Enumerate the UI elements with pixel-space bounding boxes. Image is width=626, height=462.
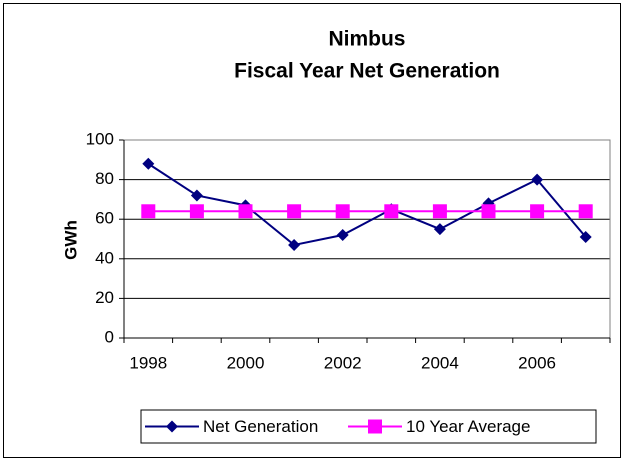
series-line — [147, 162, 587, 247]
marker — [238, 204, 253, 219]
marker — [288, 238, 301, 251]
x-tick-label: 2004 — [421, 353, 459, 372]
marker — [384, 204, 399, 219]
y-tick-label: 80 — [95, 169, 114, 188]
marker — [530, 204, 545, 219]
marker — [142, 157, 155, 170]
y-tick-label: 0 — [105, 327, 114, 346]
chart-border — [3, 3, 621, 458]
y-tick-label: 20 — [95, 288, 114, 307]
x-tick-label: 2000 — [227, 353, 265, 372]
chart-title: Fiscal Year Net Generation — [234, 60, 500, 83]
marker — [141, 204, 156, 219]
marker — [335, 204, 350, 219]
legend-label: 10 Year Average — [406, 417, 530, 436]
marker — [481, 204, 496, 219]
marker — [190, 189, 203, 202]
marker — [336, 229, 349, 242]
marker — [287, 204, 302, 219]
y-axis-label: GWh — [61, 220, 80, 260]
x-tick-label: 2002 — [324, 353, 362, 372]
y-tick-label: 40 — [95, 248, 114, 267]
legend-label: Net Generation — [203, 417, 318, 436]
marker — [531, 173, 544, 186]
y-tick-label: 100 — [86, 129, 114, 148]
marker — [189, 204, 204, 219]
marker — [579, 231, 592, 244]
marker — [432, 204, 447, 219]
marker — [368, 419, 382, 434]
marker — [433, 223, 446, 236]
marker — [578, 204, 593, 219]
marker — [166, 420, 178, 433]
x-tick-label: 1998 — [129, 353, 167, 372]
x-tick-label: 2006 — [518, 353, 556, 372]
y-tick-label: 60 — [95, 209, 114, 228]
chart-title: Nimbus — [328, 28, 405, 51]
